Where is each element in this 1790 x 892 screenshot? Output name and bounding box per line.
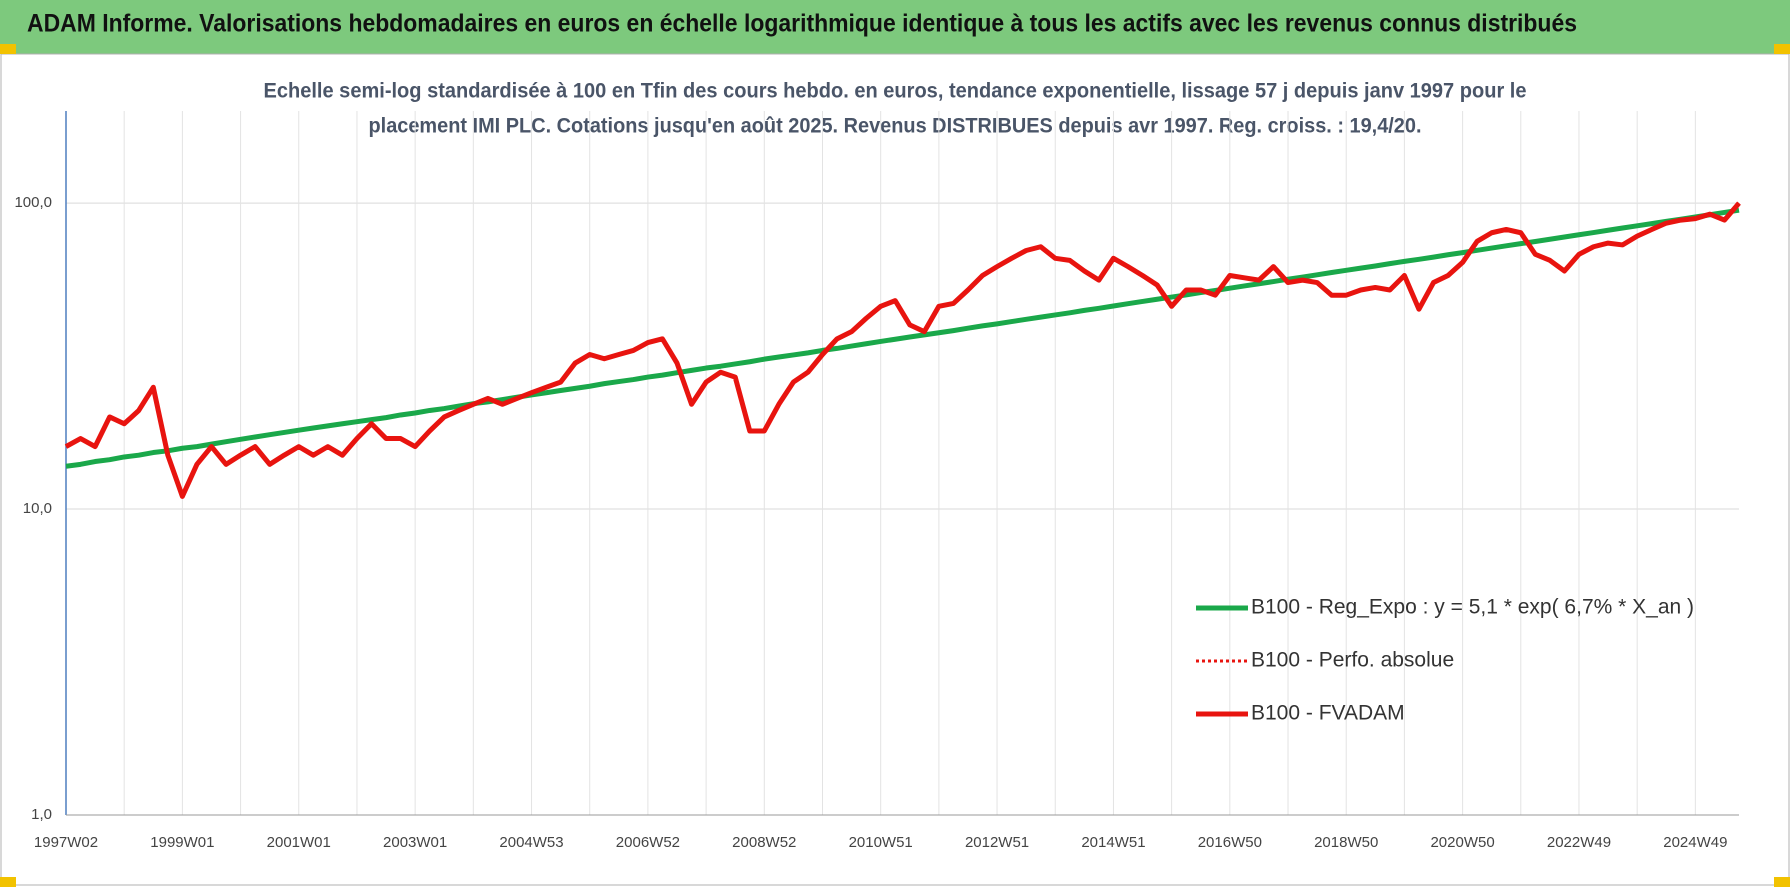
series-line bbox=[64, 201, 1741, 499]
chart-title: ADAM Informe. Valorisations hebdomadaire… bbox=[27, 10, 1577, 38]
x-tick-label: 2020W50 bbox=[1430, 834, 1494, 851]
y-tick-label: 1,0 bbox=[31, 806, 52, 823]
x-tick-label: 2008W52 bbox=[732, 834, 796, 851]
series-line bbox=[65, 207, 1740, 469]
x-tick-label: 2016W50 bbox=[1198, 834, 1262, 851]
corner bbox=[1774, 877, 1790, 887]
x-tick-label: 2006W52 bbox=[616, 834, 680, 851]
title-bar bbox=[0, 0, 1790, 54]
x-tick-label: 2024W49 bbox=[1663, 834, 1727, 851]
x-tick-label: 2012W51 bbox=[965, 834, 1029, 851]
x-tick-label: 2018W50 bbox=[1314, 834, 1378, 851]
corner bbox=[0, 44, 16, 54]
x-tick-label: 2014W51 bbox=[1081, 834, 1145, 851]
x-tick-label: 2001W01 bbox=[267, 834, 331, 851]
legend-label: B100 - Reg_Expo : y = 5,1 * exp( 6,7% * … bbox=[1251, 596, 1694, 619]
y-tick-label: 10,0 bbox=[23, 500, 52, 517]
x-tick-label: 2003W01 bbox=[383, 834, 447, 851]
x-tick-label: 2004W53 bbox=[499, 834, 563, 851]
x-tick-label: 2010W51 bbox=[849, 834, 913, 851]
chart-subtitle: placement IMI PLC. Cotations jusqu'en ao… bbox=[369, 115, 1422, 138]
chart-subtitle: Echelle semi-log standardisée à 100 en T… bbox=[264, 80, 1527, 103]
y-tick-label: 100,0 bbox=[14, 194, 52, 211]
corner bbox=[1774, 44, 1790, 54]
x-tick-label: 2022W49 bbox=[1547, 834, 1611, 851]
corner bbox=[0, 877, 16, 887]
x-tick-label: 1999W01 bbox=[150, 834, 214, 851]
legend-label: B100 - Perfo. absolue bbox=[1251, 649, 1454, 672]
x-tick-label: 1997W02 bbox=[34, 834, 98, 851]
legend-label: B100 - FVADAM bbox=[1251, 702, 1405, 725]
